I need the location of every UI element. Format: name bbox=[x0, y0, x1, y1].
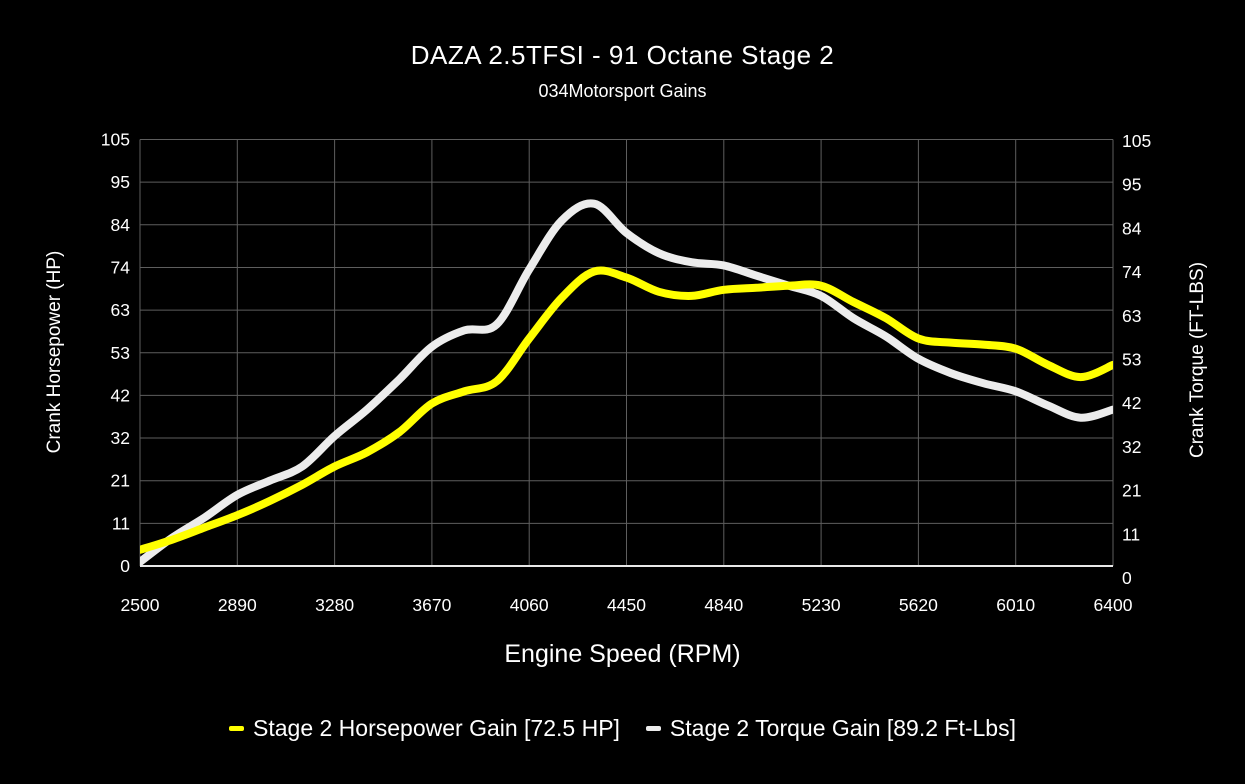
x-tick-label: 2500 bbox=[121, 595, 160, 615]
left-y-tick-label: 42 bbox=[111, 385, 130, 405]
right-y-tick-label: 32 bbox=[1122, 437, 1141, 457]
right-y-tick-label: 0 bbox=[1122, 568, 1132, 588]
left-y-tick-label: 0 bbox=[120, 556, 130, 576]
right-y-tick-label: 84 bbox=[1122, 218, 1142, 238]
legend-item-torque: Stage 2 Torque Gain [89.2 Ft-Lbs] bbox=[645, 715, 1016, 742]
right-y-tick-label: 11 bbox=[1122, 524, 1140, 544]
x-tick-label: 3670 bbox=[412, 595, 451, 615]
right-y-tick-label: 95 bbox=[1122, 175, 1141, 195]
left-y-tick-label: 63 bbox=[111, 300, 130, 320]
x-tick-label: 4060 bbox=[510, 595, 549, 615]
x-tick-label: 5620 bbox=[899, 595, 938, 615]
right-y-tick-label: 53 bbox=[1122, 350, 1141, 370]
horsepower-series-swatch bbox=[229, 726, 244, 731]
legend-item-horsepower: Stage 2 Horsepower Gain [72.5 HP] bbox=[229, 715, 620, 742]
left-y-tick-label: 11 bbox=[112, 513, 130, 533]
left-y-tick-label: 21 bbox=[111, 471, 130, 491]
x-tick-label: 6400 bbox=[1094, 595, 1133, 615]
left-y-tick-label: 95 bbox=[111, 172, 130, 192]
chart-subtitle: 034Motorsport Gains bbox=[538, 81, 707, 101]
right-y-tick-label: 105 bbox=[1122, 131, 1151, 151]
left-y-tick-label: 105 bbox=[101, 130, 130, 150]
x-tick-label: 3280 bbox=[315, 595, 354, 615]
left-y-tick-label: 84 bbox=[111, 215, 131, 235]
x-tick-label: 4840 bbox=[704, 595, 743, 615]
left-axis-title: Crank Horsepower (HP) bbox=[44, 250, 65, 454]
x-tick-label: 2890 bbox=[218, 595, 257, 615]
right-y-tick-label: 74 bbox=[1122, 262, 1142, 282]
left-y-tick-label: 74 bbox=[111, 257, 131, 277]
torque-gain-curve bbox=[140, 199, 1113, 566]
right-y-tick-label: 42 bbox=[1122, 393, 1141, 413]
x-tick-label: 5230 bbox=[802, 595, 841, 615]
right-y-tick-label: 21 bbox=[1122, 481, 1141, 501]
legend-label-torque: Stage 2 Torque Gain [89.2 Ft-Lbs] bbox=[669, 715, 1016, 741]
right-axis-title: Crank Torque (FT-LBS) bbox=[1187, 261, 1208, 459]
torque-series-swatch bbox=[645, 726, 661, 731]
x-tick-label: 4450 bbox=[607, 595, 646, 615]
left-y-tick-label: 53 bbox=[111, 343, 130, 363]
x-axis-title: Engine Speed (RPM) bbox=[504, 640, 741, 668]
x-tick-label: 6010 bbox=[996, 595, 1035, 615]
right-y-tick-label: 63 bbox=[1122, 306, 1141, 326]
chart-title: DAZA 2.5TFSI - 91 Octane Stage 2 bbox=[410, 40, 835, 70]
horsepower-gain-curve bbox=[140, 266, 1113, 554]
legend: Stage 2 Horsepower Gain [72.5 HP] Stage … bbox=[0, 715, 1245, 742]
legend-label-horsepower: Stage 2 Horsepower Gain [72.5 HP] bbox=[253, 715, 620, 741]
left-y-tick-label: 32 bbox=[111, 428, 130, 448]
